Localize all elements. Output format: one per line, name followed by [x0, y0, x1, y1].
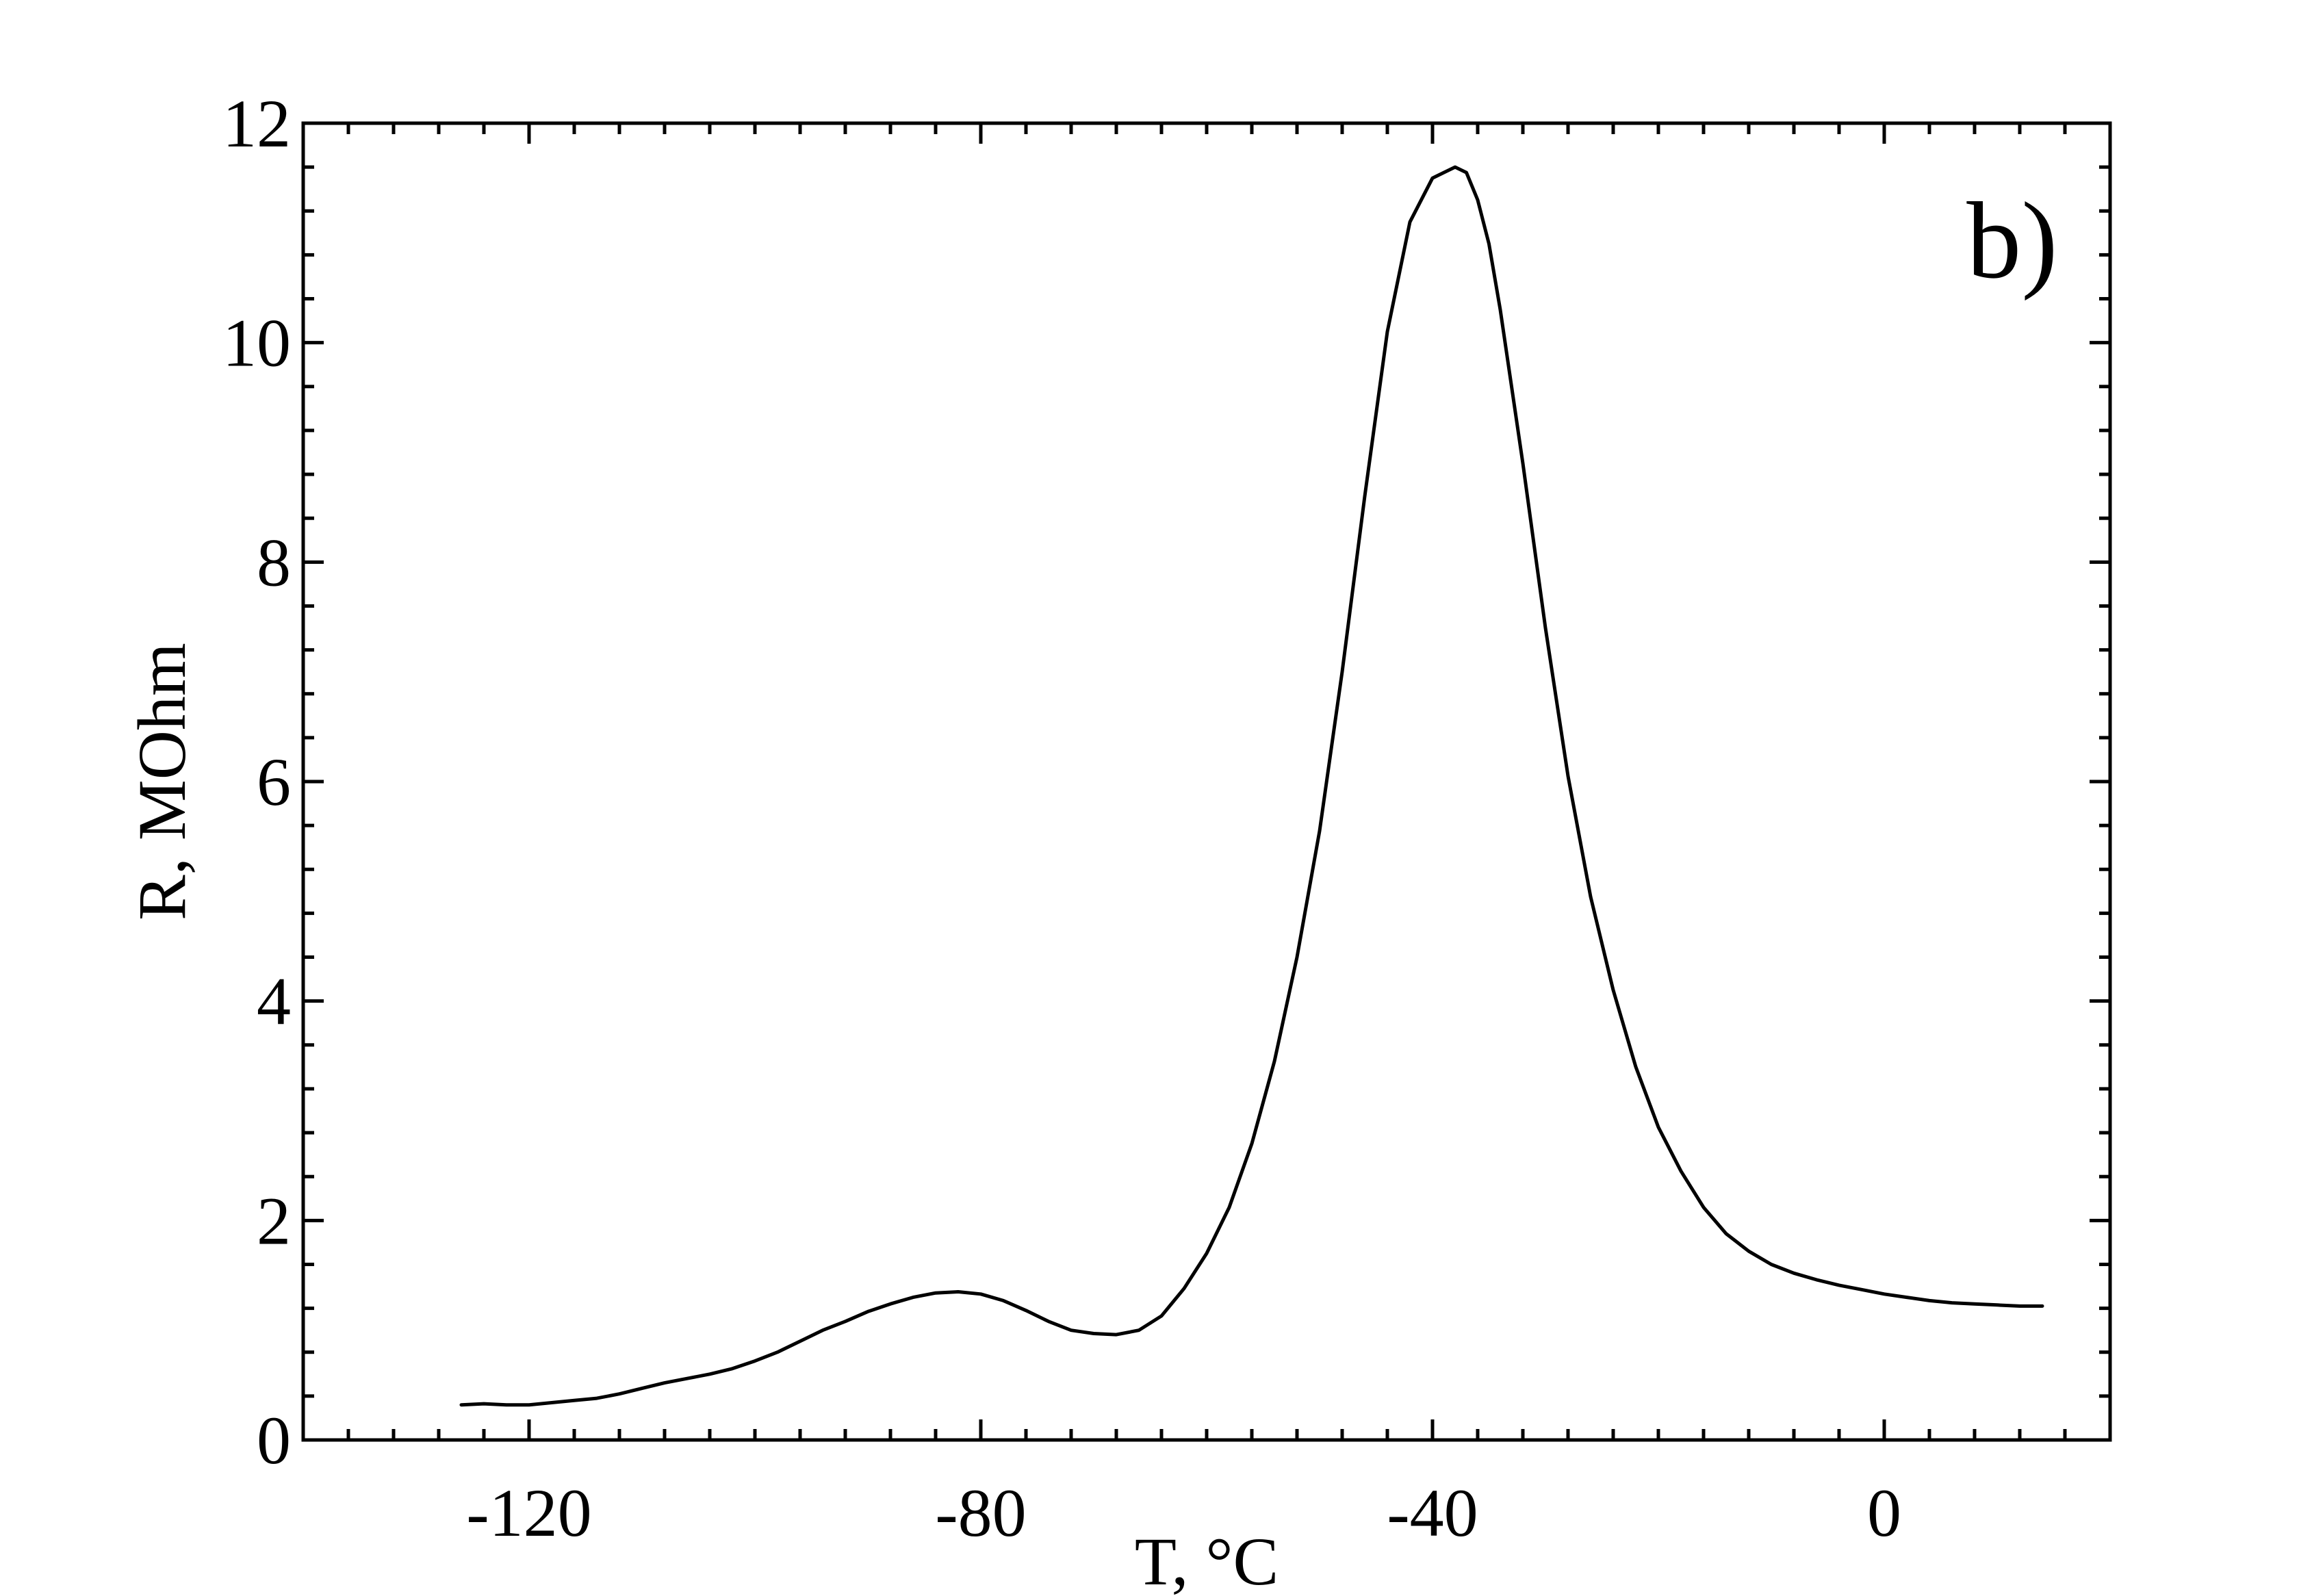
x-tick-label: -40	[1387, 1475, 1478, 1551]
panel-annotation: b)	[1966, 179, 2057, 301]
y-tick-label: 6	[257, 744, 291, 820]
series-line	[459, 165, 2044, 1407]
y-tick-label: 8	[257, 524, 291, 600]
y-tick-label: 2	[257, 1183, 291, 1259]
x-axis-label: T, °C	[1135, 1523, 1279, 1596]
axis-tick-labels: -120 -80 -40 0 0 2 4 6 8 10 12	[222, 86, 1901, 1551]
plot-area-frame	[301, 121, 2112, 1442]
x-tick-label: -120	[466, 1475, 591, 1551]
y-axis-label: R, MOhm	[124, 643, 200, 921]
y-tick-label: 0	[257, 1402, 291, 1478]
y-tick-label: 12	[222, 86, 291, 162]
y-tick-label: 10	[222, 305, 291, 381]
x-tick-label: -80	[935, 1475, 1026, 1551]
x-tick-label: 0	[1867, 1475, 1901, 1551]
y-tick-label: 4	[257, 964, 291, 1040]
